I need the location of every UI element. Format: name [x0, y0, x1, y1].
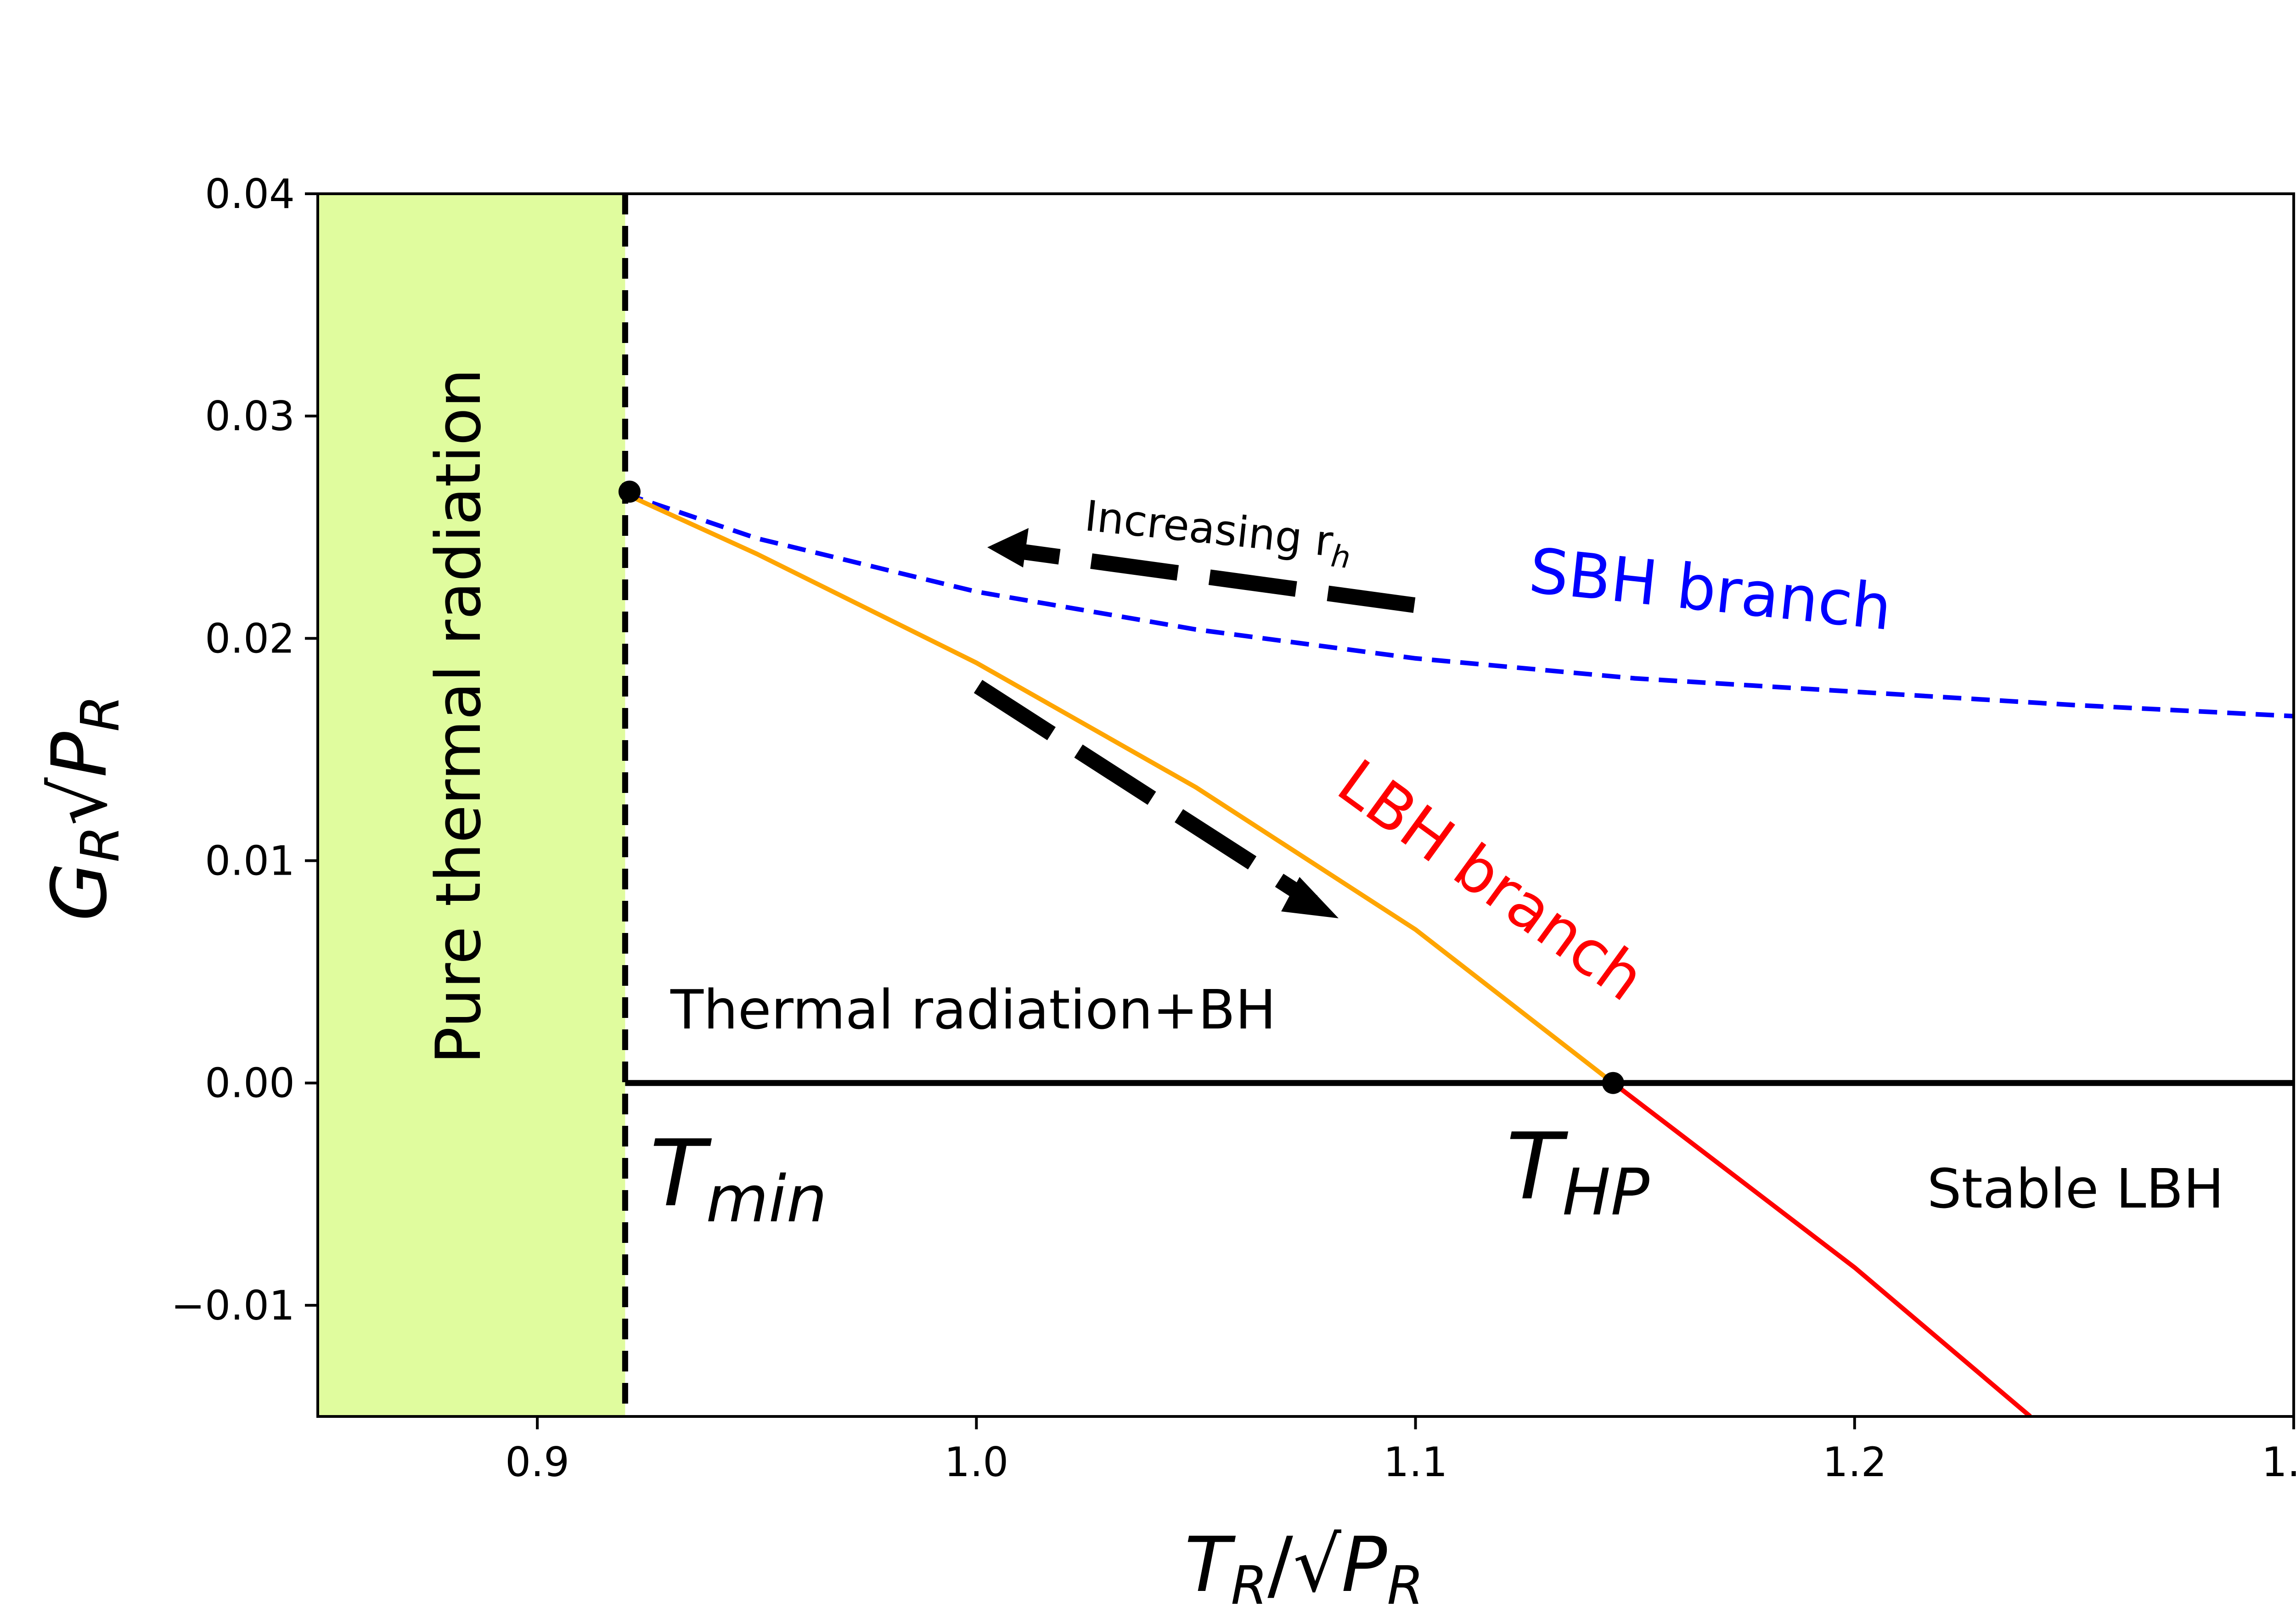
svg-text:TR/√PR: TR/√PR — [1185, 1521, 1424, 1607]
y-tick-label: 0.01 — [205, 837, 295, 885]
ylabel-main: G — [35, 862, 124, 921]
x-axis-label: TR/√PR — [1185, 1521, 1424, 1607]
increasing-rh-arrow — [987, 528, 1416, 613]
y-tick-label: 0.00 — [205, 1060, 295, 1107]
y-tick-label: 0.02 — [205, 615, 295, 662]
tmin-sub: min — [706, 1162, 827, 1237]
increasing-rh-text: Increasing r — [1082, 491, 1335, 566]
ylabel-sub2: R — [70, 695, 131, 732]
stable-lbh-label: Stable LBH — [1927, 1157, 2224, 1220]
xlabel-sub1: R — [1231, 1555, 1267, 1607]
x-tick-label: 0.9 — [505, 1438, 569, 1486]
svg-text:GR√PR: GR√PR — [35, 695, 131, 921]
ylabel-main2: P — [35, 731, 124, 777]
y-tick-label: −0.01 — [171, 1282, 295, 1329]
tmin-label: Tmin — [650, 1120, 827, 1237]
thermal-bh-label: Thermal radiation+BH — [670, 978, 1276, 1041]
marker-point — [618, 480, 641, 503]
tmin-main: T — [650, 1120, 712, 1227]
xlabel-main: T — [1185, 1521, 1236, 1607]
x-tick-label: 1.1 — [1384, 1438, 1448, 1486]
ylabel-sep: √ — [35, 777, 124, 826]
pure-thermal-label: Pure thermal radiation — [422, 368, 495, 1064]
plot-frame — [316, 192, 2295, 1418]
thp-main: T — [1506, 1113, 1569, 1220]
sbh-branch-label: SBH branch — [1526, 534, 1895, 644]
thp-label: THP — [1506, 1113, 1649, 1230]
marker-point — [1602, 1072, 1624, 1094]
thp-sub: HP — [1562, 1155, 1649, 1230]
lbh-direction-arrow — [974, 680, 1339, 918]
series-line-3 — [1611, 1081, 2032, 1416]
x-tick-label: 1.0 — [944, 1438, 1008, 1486]
x-tick-label: 1.3 — [2262, 1438, 2296, 1486]
y-tick-label: 0.03 — [205, 393, 295, 440]
lbh-branch-label: LBH branch — [1325, 746, 1658, 1015]
xlabel-sep: /√ — [1267, 1521, 1342, 1607]
xlabel-sub2: R — [1387, 1555, 1424, 1607]
ylabel-sub1: R — [70, 826, 131, 862]
increasing-rh-sub: h — [1329, 538, 1352, 575]
xlabel-main2: P — [1341, 1521, 1387, 1607]
y-tick-label: 0.04 — [205, 170, 295, 218]
y-axis-label: GR√PR — [35, 695, 131, 921]
series-line-1 — [624, 491, 2294, 719]
x-tick-label: 1.2 — [1823, 1438, 1887, 1486]
pure-thermal-region — [318, 194, 625, 1416]
series-line-2 — [624, 492, 1615, 1085]
